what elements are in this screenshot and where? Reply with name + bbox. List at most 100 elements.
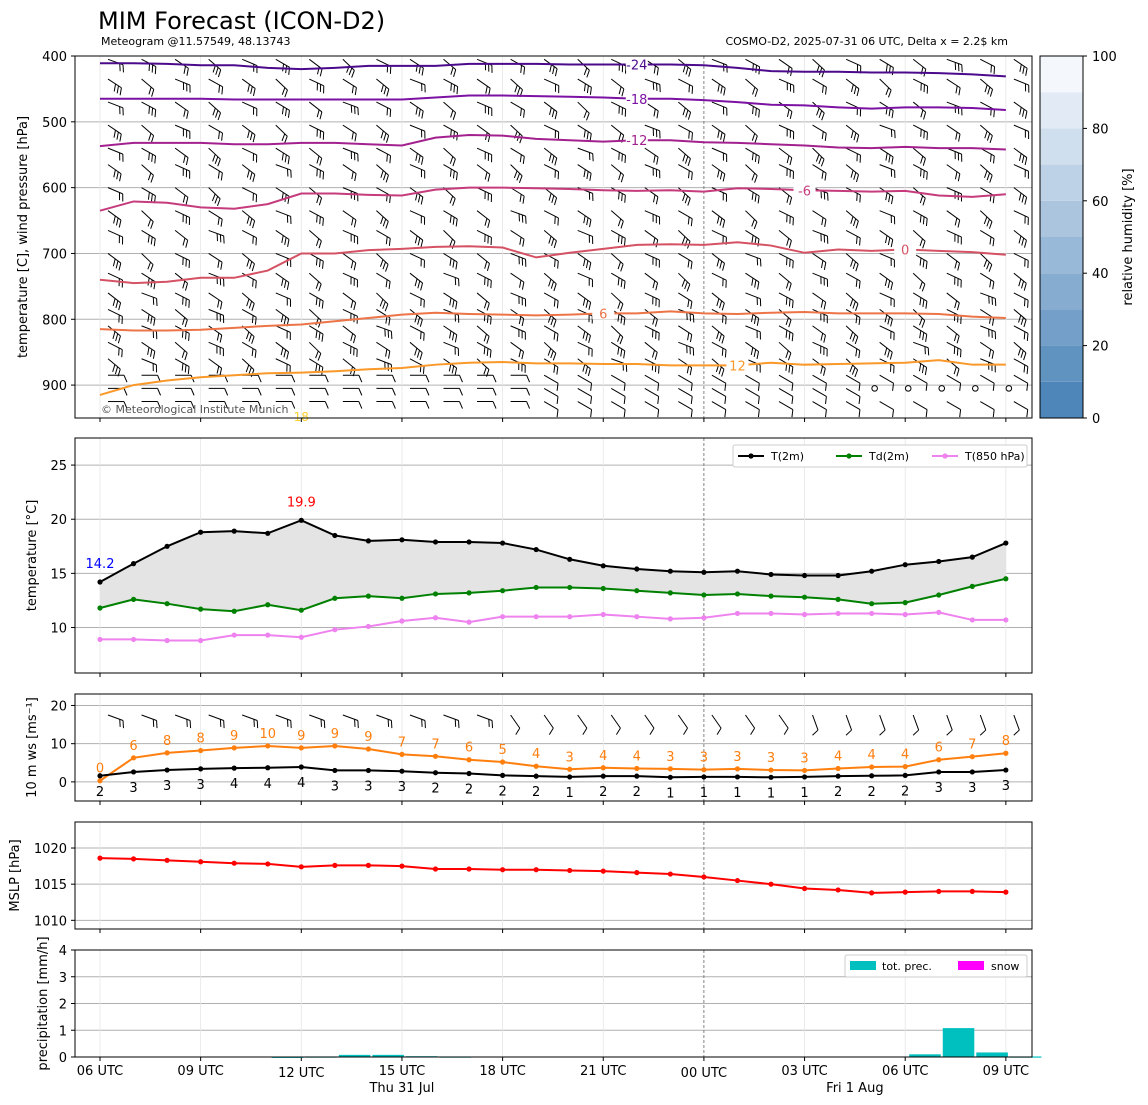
barb-flag: [923, 112, 927, 120]
barb-flag: [690, 301, 693, 310]
barb-flag: [490, 280, 492, 289]
barb-flag: [722, 315, 724, 323]
y-tick-label: 1: [59, 1024, 67, 1039]
wind-barb: [174, 164, 191, 179]
barb-flag: [989, 236, 992, 245]
wind-barb: [711, 374, 727, 391]
barb-flag: [682, 193, 686, 202]
wind-barb: [912, 374, 928, 391]
data-label: 6: [129, 739, 137, 754]
barb-flag: [183, 109, 186, 117]
barb-flag: [182, 257, 184, 266]
barb-flag: [586, 85, 589, 94]
data-point: [399, 768, 405, 774]
barb-flag: [215, 110, 219, 118]
barb-flag: [324, 375, 329, 383]
barb-shaft: [174, 147, 189, 158]
barb-flag: [791, 300, 794, 309]
barb-flag: [553, 319, 557, 328]
barb-shaft: [745, 78, 758, 90]
wind-barb: [208, 308, 225, 324]
wind-barb: [141, 187, 156, 204]
barb-shaft: [309, 78, 325, 87]
isotherm-label: -6: [798, 184, 811, 199]
barb-flag: [318, 283, 322, 292]
x-tick-label: 21 UTC: [580, 1064, 626, 1079]
barb-shaft: [812, 124, 827, 134]
barb-flag: [816, 108, 820, 116]
barb-flag: [958, 133, 961, 142]
barb-flag: [487, 235, 489, 244]
barb-shaft: [778, 374, 794, 384]
barb-flag: [653, 155, 656, 163]
barb-flag: [250, 86, 253, 94]
barb-flag: [115, 217, 119, 226]
barb-flag: [554, 170, 556, 178]
barb-shaft: [174, 253, 190, 261]
isotherm-label: -18: [626, 93, 647, 108]
wind-barb: [644, 272, 659, 291]
barb-flag: [879, 729, 886, 736]
barb-shaft: [1013, 187, 1027, 198]
barb-flag: [852, 334, 856, 342]
barb-flag: [689, 346, 691, 355]
data-point: [231, 765, 237, 771]
barb-flag: [151, 107, 154, 116]
barb-flag: [484, 277, 486, 285]
barb-shaft: [745, 387, 760, 397]
wind-barb: [979, 714, 987, 736]
barb-flag: [382, 261, 387, 270]
barb-flag: [488, 88, 491, 96]
barb-flag: [524, 332, 526, 340]
barb-shaft: [241, 308, 257, 318]
barb-flag: [115, 333, 119, 342]
wind-barb: [107, 253, 122, 271]
barb-flag: [484, 261, 488, 269]
wind-barb: [812, 272, 829, 287]
barb-shaft: [778, 210, 794, 219]
barb-flag: [317, 353, 322, 361]
colorbar-step: [1040, 128, 1083, 165]
colorbar-step: [1040, 200, 1083, 237]
barb-flag: [521, 297, 523, 306]
wind-barb: [845, 78, 860, 97]
barb-shaft: [946, 253, 960, 264]
barb-flag: [554, 111, 558, 120]
barb-flag: [991, 351, 995, 359]
barb-flag: [925, 261, 928, 270]
barb-shaft: [342, 78, 357, 88]
x-tick-label: 06 UTC: [882, 1064, 928, 1079]
wind-barb: [309, 78, 325, 94]
barb-flag: [387, 719, 390, 727]
barb-flag: [820, 366, 824, 374]
barb-flag: [223, 278, 225, 287]
barb-flag: [826, 279, 829, 287]
barb-flag: [521, 330, 523, 339]
barb-flag: [357, 720, 359, 729]
wind-barb: [879, 325, 895, 341]
barb-flag: [1021, 280, 1025, 289]
barb-flag: [284, 89, 288, 98]
wind-barb: [980, 341, 995, 359]
wind-barb: [443, 58, 457, 78]
barb-flag: [315, 363, 318, 372]
barb-shaft: [107, 358, 121, 370]
barb-shaft: [711, 78, 726, 89]
barb-shaft: [241, 292, 255, 304]
data-point: [533, 546, 539, 553]
barb-flag: [284, 237, 287, 245]
barb-flag: [957, 235, 959, 244]
barb-shaft: [611, 401, 626, 410]
barb-shaft: [376, 325, 392, 332]
barb-shaft: [141, 714, 157, 721]
barb-shaft: [241, 358, 255, 371]
wind-barb: [208, 325, 223, 343]
barb-shaft: [543, 714, 554, 729]
barb-flag: [885, 192, 888, 201]
isotherm-label-bg: [793, 182, 816, 197]
data-point: [969, 888, 975, 895]
barb-flag: [686, 345, 688, 354]
data-point: [1003, 576, 1009, 582]
barb-flag: [214, 196, 219, 204]
barb-shaft: [812, 325, 826, 336]
